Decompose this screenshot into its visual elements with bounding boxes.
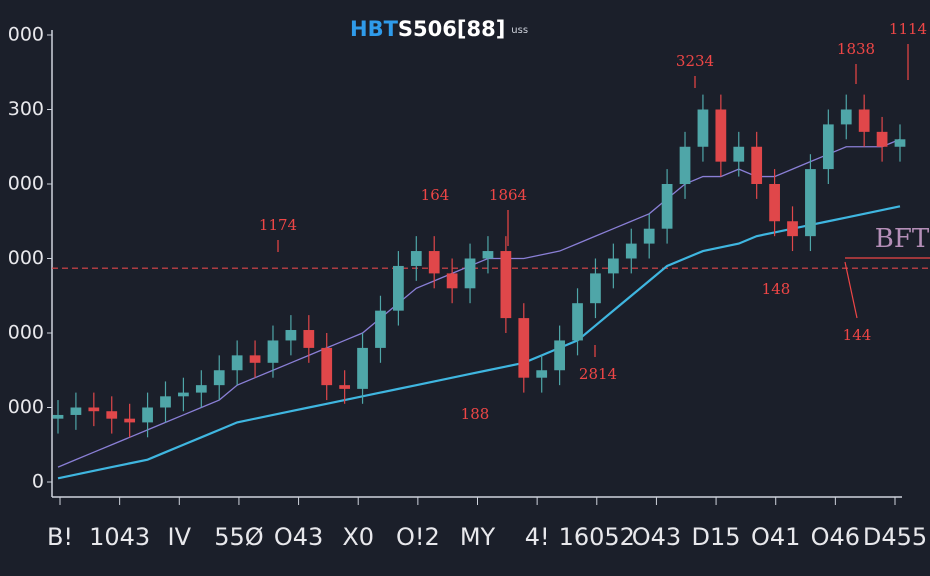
candle-body <box>321 347 333 386</box>
candle-body <box>876 131 888 147</box>
title-part: HBT <box>350 17 399 41</box>
candle-body <box>52 414 64 419</box>
candle-body <box>357 347 368 389</box>
candle-body <box>822 124 834 170</box>
x-tick-label: 1043 <box>89 523 150 551</box>
x-tick-label: 4! <box>525 523 550 551</box>
x-tick-label: 55Ø <box>214 523 263 551</box>
candle-body <box>643 228 655 244</box>
candle-body <box>375 310 386 348</box>
title-part: S506[88] <box>398 17 505 41</box>
candle-body <box>715 109 727 162</box>
y-tick-label: 000 <box>8 396 44 418</box>
candle-body <box>124 418 136 423</box>
chart-title: HBTS506[88] uss <box>350 17 528 41</box>
candle-body <box>769 184 780 222</box>
candle-body <box>106 411 118 419</box>
candle-body <box>303 330 315 348</box>
y-tick-label: 000 <box>8 247 44 269</box>
candle-body <box>160 396 171 408</box>
annotation: BFT <box>875 224 930 254</box>
candle-body <box>518 318 530 378</box>
x-tick-label: O43 <box>274 523 323 551</box>
candle-body <box>697 109 709 147</box>
candle-body <box>894 139 906 147</box>
candle-body <box>661 184 673 229</box>
candle-body <box>213 370 225 386</box>
x-tick-label: IV <box>168 523 192 551</box>
candle-body <box>590 273 601 304</box>
candle-body <box>787 221 798 237</box>
annotation: 1838 <box>837 40 875 58</box>
candle-body <box>195 385 207 393</box>
candle-body <box>733 146 745 162</box>
candle-body <box>428 251 440 274</box>
candle-body <box>679 146 691 184</box>
annotation: 148 <box>762 280 791 298</box>
candle-body <box>607 258 619 274</box>
candle-body <box>393 265 404 311</box>
candle-body <box>249 355 261 363</box>
x-tick-label: 16052 <box>559 523 635 551</box>
annotation: 188 <box>461 405 490 423</box>
x-tick-label: O41 <box>751 523 800 551</box>
x-tick-label: O43 <box>632 523 681 551</box>
x-tick-label: D455 <box>863 523 927 551</box>
candle-body <box>464 258 476 289</box>
candle-body <box>142 407 153 423</box>
y-tick-label: 0 <box>32 471 44 493</box>
y-tick-label: 000 <box>8 322 44 344</box>
candle-body <box>267 340 279 363</box>
candle-body <box>88 407 100 412</box>
title-part: uss <box>511 25 528 36</box>
candle-body <box>805 169 816 237</box>
annotation: 1864 <box>489 186 527 204</box>
candle-body <box>840 109 852 125</box>
x-tick-label: X0 <box>342 523 374 551</box>
annotation: 2814 <box>579 365 617 383</box>
candle-body <box>858 109 870 132</box>
candle-body <box>339 385 351 389</box>
candle-body <box>536 370 548 378</box>
x-tick-label: O46 <box>811 523 860 551</box>
annotation-leader <box>844 261 858 319</box>
candle-body <box>554 340 565 371</box>
annotation: 1174 <box>259 216 297 234</box>
candle-body <box>178 392 189 397</box>
y-tick-label: 300 <box>8 98 44 120</box>
candle-body <box>285 330 297 341</box>
candle-body <box>500 251 512 319</box>
candle-body <box>751 146 763 184</box>
moving-average <box>57 205 901 480</box>
x-tick-label: B! <box>47 523 73 551</box>
candle-body <box>625 243 637 259</box>
candle-body <box>572 303 583 341</box>
candle-body <box>231 355 243 371</box>
x-tick-label: O!2 <box>396 523 440 551</box>
annotation: 3234 <box>676 52 714 70</box>
annotation: 144 <box>843 326 872 344</box>
annotation: 164 <box>421 186 450 204</box>
candle-body <box>70 407 82 415</box>
y-tick-label: 000 <box>8 24 44 46</box>
candle-body <box>482 251 494 259</box>
candle-body <box>410 251 422 266</box>
x-tick-label: D15 <box>692 523 741 551</box>
candle-body <box>446 273 458 289</box>
x-tick-label: MY <box>460 523 496 551</box>
y-tick-label: 000 <box>8 173 44 195</box>
annotation: 1114 <box>889 20 927 38</box>
